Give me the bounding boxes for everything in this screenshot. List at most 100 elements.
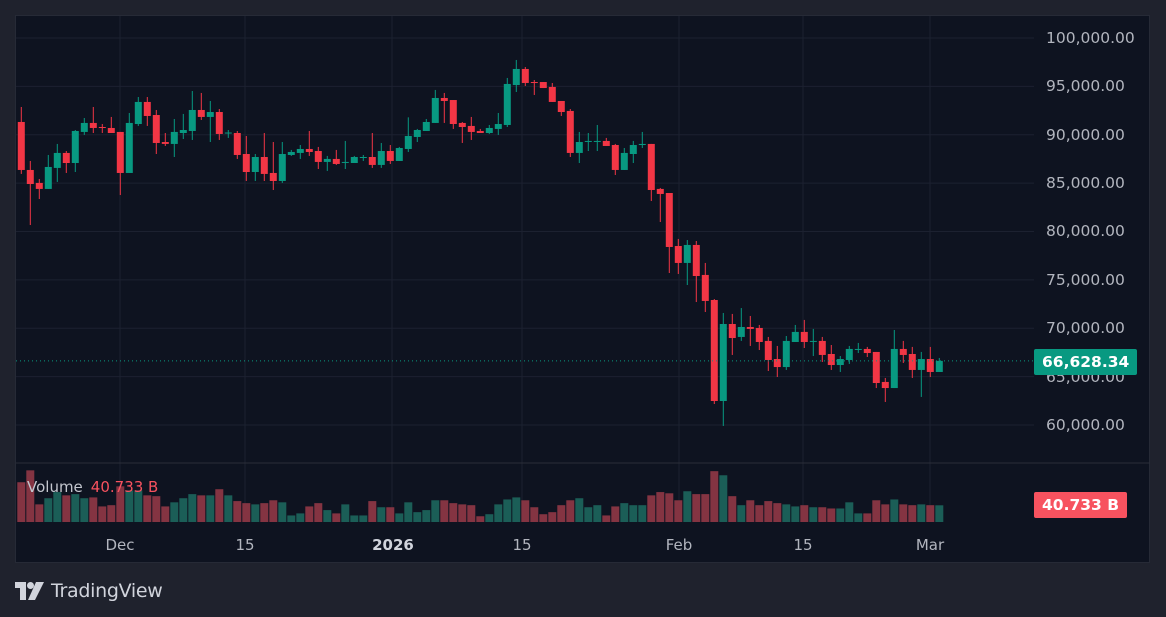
volume-bar <box>512 497 521 522</box>
volume-bar <box>629 505 638 522</box>
candle-up <box>719 323 727 402</box>
candle-up <box>683 244 691 263</box>
volume-bar <box>485 514 494 522</box>
candle-down <box>926 359 934 372</box>
volume-bar <box>719 475 728 522</box>
volume-bar <box>71 494 80 522</box>
candle-up <box>584 140 592 142</box>
volume-bar <box>611 506 620 522</box>
candle-up <box>134 101 142 125</box>
candle-up <box>503 83 511 125</box>
candle-up <box>431 97 439 123</box>
volume-bar <box>566 500 575 522</box>
volume-bar <box>170 502 179 522</box>
volume-bar <box>296 513 305 522</box>
volume-bar <box>917 504 926 522</box>
candle-up <box>485 127 493 134</box>
candle-down <box>98 127 106 129</box>
candle-down <box>26 169 34 184</box>
volume-legend-name: Volume <box>27 478 83 496</box>
volume-bar <box>152 496 161 522</box>
candle-up <box>224 132 232 134</box>
volume-bar <box>431 500 440 522</box>
time-tick-label: Dec <box>105 536 135 554</box>
volume-bar <box>638 505 647 522</box>
candle-up <box>188 109 196 131</box>
candle-up <box>206 112 214 117</box>
volume-bar <box>359 515 368 522</box>
tradingview-logo[interactable]: TradingView <box>15 580 163 602</box>
volume-bar <box>224 495 233 522</box>
volume-bar <box>197 495 206 522</box>
candle-down <box>521 68 529 83</box>
candle-down <box>728 323 736 339</box>
candle-down <box>116 131 124 173</box>
chart-panel[interactable] <box>15 15 1150 563</box>
candle-up <box>125 122 133 173</box>
candle-down <box>269 172 277 181</box>
volume-bar <box>800 505 809 522</box>
candle-down <box>800 331 808 342</box>
volume-bar <box>692 494 701 522</box>
volume-bar <box>818 507 827 522</box>
candle-down <box>242 154 250 172</box>
volume-bar <box>755 505 764 522</box>
volume-bar <box>368 501 377 522</box>
volume-bar <box>791 506 800 522</box>
candle-up <box>512 68 520 86</box>
candle-up <box>359 157 367 159</box>
volume-bar <box>701 494 710 522</box>
candle-down <box>440 97 448 101</box>
volume-bar <box>260 503 269 522</box>
volume-bar <box>26 470 35 522</box>
volume-bar <box>377 507 386 522</box>
volume-bar <box>656 492 665 522</box>
volume-bar <box>557 505 566 522</box>
volume-bar <box>161 506 170 522</box>
volume-bar <box>314 503 323 522</box>
candle-down <box>17 121 25 170</box>
candle-up <box>350 157 358 164</box>
candle-up <box>44 166 52 189</box>
candle-down <box>773 359 781 368</box>
volume-bar <box>836 508 845 522</box>
time-tick-label: 15 <box>512 536 532 554</box>
candle-down <box>557 100 565 113</box>
candle-up <box>71 130 79 164</box>
volume-bar <box>899 504 908 522</box>
candle-up <box>737 326 745 337</box>
volume-bar <box>44 498 53 522</box>
candle-up <box>179 130 187 134</box>
volume-bar <box>323 510 332 522</box>
candle-down <box>764 340 772 360</box>
candle-down <box>872 351 880 384</box>
volume-bar <box>134 490 143 522</box>
volume-bar <box>125 490 134 522</box>
price-tick-label: 75,000.00 <box>1046 271 1125 289</box>
volume-bar <box>494 504 503 522</box>
candle-down <box>152 115 160 143</box>
price-tick-label: 70,000.00 <box>1046 319 1125 337</box>
candle-down <box>161 142 169 144</box>
volume-bar <box>845 502 854 522</box>
volume-bar <box>413 512 422 522</box>
price-tick-label: 95,000.00 <box>1046 77 1125 95</box>
candle-down <box>692 244 700 277</box>
price-tick-label: 80,000.00 <box>1046 222 1125 240</box>
volume-bar <box>872 500 881 522</box>
volume-bar <box>881 504 890 522</box>
volume-bar <box>710 471 719 522</box>
candle-up <box>296 148 304 153</box>
volume-bar <box>890 499 899 522</box>
volume-bar <box>107 505 116 522</box>
volume-bar <box>35 504 44 522</box>
volume-bar <box>584 507 593 522</box>
volume-legend[interactable]: Volume 40.733 B <box>27 478 158 496</box>
tradingview-logo-icon <box>15 582 44 600</box>
volume-bar <box>782 504 791 522</box>
candle-down <box>710 299 718 402</box>
candle-up <box>836 359 844 366</box>
volume-bar <box>440 500 449 522</box>
last-volume-badge: 40.733 B <box>1034 492 1128 518</box>
